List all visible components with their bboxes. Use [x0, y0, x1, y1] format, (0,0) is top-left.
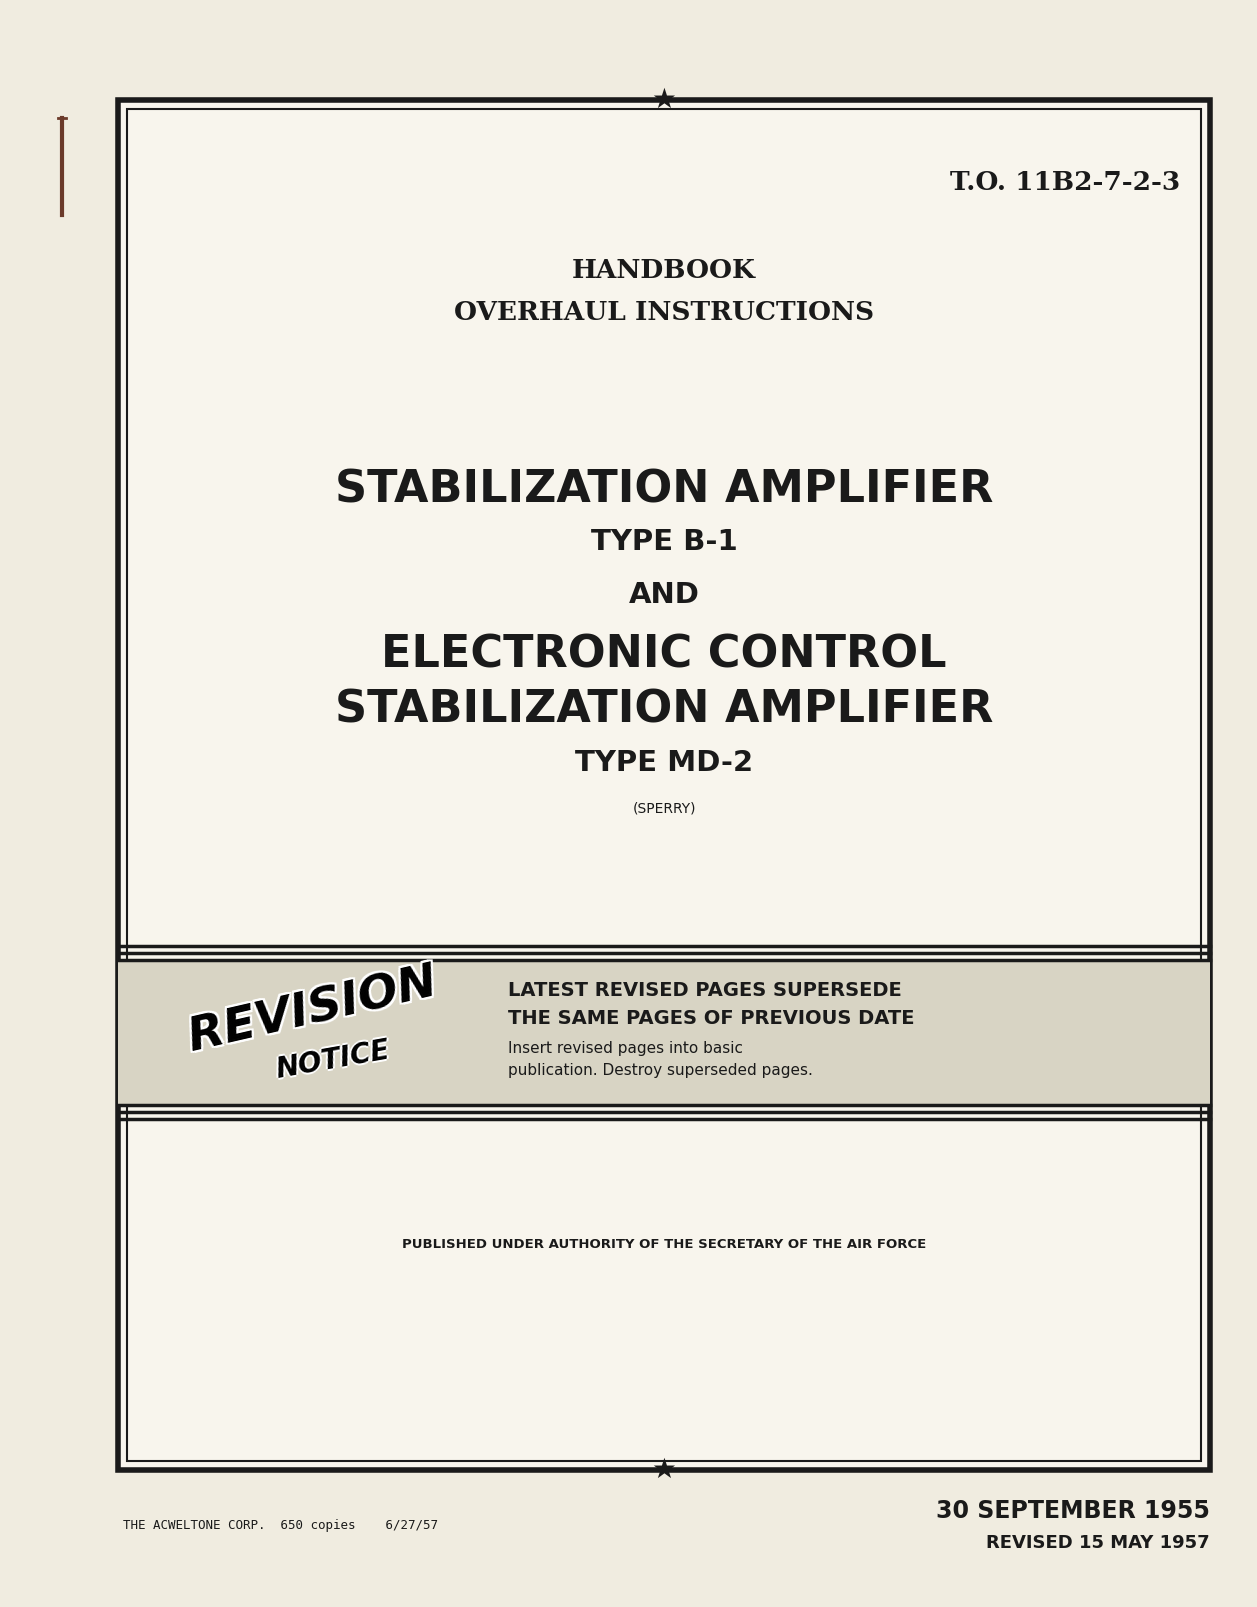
- Text: ★: ★: [651, 87, 676, 114]
- Bar: [127, 109, 1200, 1461]
- Text: TYPE B-1: TYPE B-1: [591, 529, 738, 556]
- Text: STABILIZATION AMPLIFIER: STABILIZATION AMPLIFIER: [334, 688, 993, 731]
- Text: publication. Destroy superseded pages.: publication. Destroy superseded pages.: [508, 1062, 813, 1078]
- Text: 30 SEPTEMBER 1955: 30 SEPTEMBER 1955: [936, 1499, 1210, 1523]
- Text: REVISION: REVISION: [186, 959, 444, 1061]
- Text: NOTICE: NOTICE: [274, 1037, 392, 1085]
- Text: REVISION: REVISION: [184, 958, 442, 1059]
- Text: REVISION: REVISION: [186, 963, 444, 1062]
- Text: HANDBOOK: HANDBOOK: [572, 257, 755, 283]
- Text: ELECTRONIC CONTROL: ELECTRONIC CONTROL: [381, 633, 947, 677]
- Bar: [118, 100, 1210, 1470]
- Text: THE SAME PAGES OF PREVIOUS DATE: THE SAME PAGES OF PREVIOUS DATE: [508, 1009, 915, 1027]
- Text: REVISION: REVISION: [182, 963, 440, 1062]
- Text: REVISION: REVISION: [182, 958, 440, 1059]
- Text: STABILIZATION AMPLIFIER: STABILIZATION AMPLIFIER: [334, 469, 993, 511]
- Text: REVISED 15 MAY 1957: REVISED 15 MAY 1957: [987, 1535, 1210, 1552]
- Text: T.O. 11B2-7-2-3: T.O. 11B2-7-2-3: [950, 170, 1180, 194]
- Text: NOTICE: NOTICE: [275, 1037, 395, 1085]
- Text: NOTICE: NOTICE: [274, 1038, 392, 1086]
- Text: REVISION: REVISION: [184, 959, 442, 1061]
- Bar: [118, 100, 1210, 1470]
- Text: NOTICE: NOTICE: [274, 1035, 392, 1083]
- Text: THE ACWELTONE CORP.  650 copies    6/27/57: THE ACWELTONE CORP. 650 copies 6/27/57: [123, 1519, 437, 1531]
- Text: Insert revised pages into basic: Insert revised pages into basic: [508, 1040, 743, 1056]
- Text: TYPE MD-2: TYPE MD-2: [574, 749, 753, 778]
- Text: REVISION: REVISION: [184, 963, 442, 1062]
- Bar: [118, 959, 1210, 1106]
- Text: LATEST REVISED PAGES SUPERSEDE: LATEST REVISED PAGES SUPERSEDE: [508, 980, 901, 1000]
- Text: (SPERRY): (SPERRY): [632, 800, 696, 815]
- Text: REVISION: REVISION: [182, 959, 440, 1061]
- Text: ★: ★: [651, 1456, 676, 1483]
- Text: NOTICE: NOTICE: [272, 1037, 391, 1085]
- Text: REVISION: REVISION: [186, 958, 444, 1059]
- Text: PUBLISHED UNDER AUTHORITY OF THE SECRETARY OF THE AIR FORCE: PUBLISHED UNDER AUTHORITY OF THE SECRETA…: [402, 1239, 926, 1252]
- Text: OVERHAUL INSTRUCTIONS: OVERHAUL INSTRUCTIONS: [454, 299, 874, 325]
- Text: AND: AND: [628, 582, 699, 609]
